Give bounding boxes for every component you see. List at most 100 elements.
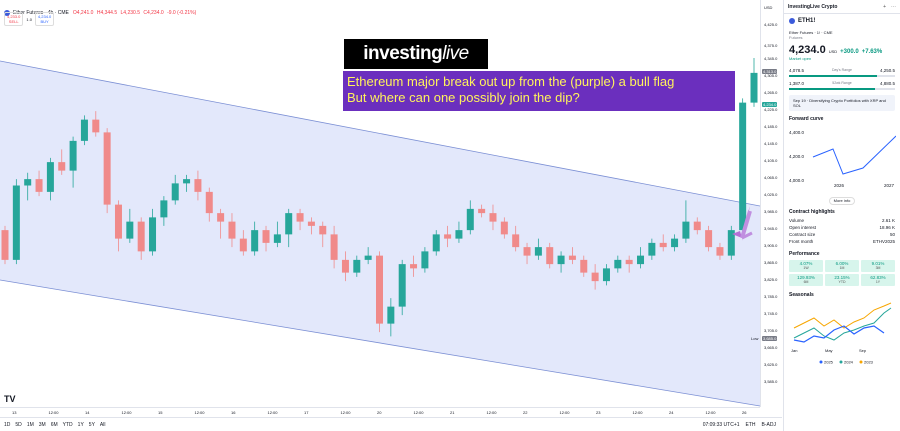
range-all[interactable]: All [99, 421, 106, 428]
range-1d[interactable]: 1D [4, 421, 11, 428]
legend-dot [819, 360, 823, 364]
sell-button[interactable]: 4,233.0 SELL [4, 12, 24, 26]
candle-body [217, 213, 225, 222]
candle-body [523, 247, 531, 256]
time-tick: 12:00 [486, 410, 497, 415]
range-5d[interactable]: 5D [15, 421, 22, 428]
ohlc-values: O4,241.0 H4,344.5 L4,230.5 C4,234.0 -9.0… [73, 10, 198, 16]
watchlist-title[interactable]: InvestingLive Crypto [788, 3, 838, 10]
buy-button[interactable]: 4,234.0 BUY [34, 12, 55, 26]
days-range-fill [789, 75, 877, 77]
price-tick: 4,425.0 [764, 22, 778, 27]
candle-body [432, 234, 440, 252]
week52-high: 4,880.5 [879, 81, 895, 86]
more-info-button[interactable]: More info [829, 197, 855, 205]
news-item[interactable]: Sep 19 · Diversifying Crypto Portfolios … [789, 95, 895, 111]
candle-body [580, 259, 588, 273]
candle-body [69, 140, 77, 171]
performance-period: 6M [803, 280, 809, 284]
sell-price: 4,233.0 [7, 14, 21, 19]
days-range: 4,078.5 Day's Range 4,250.5 [789, 67, 895, 77]
adjust-toggle[interactable]: B-ADJ [761, 421, 776, 428]
candle-body [80, 119, 88, 141]
forward-curve-chart: 4,400.0 4,200.0 4,000.0 2026 2027 [789, 130, 897, 188]
performance-title: Performance [789, 251, 820, 257]
ticker-row[interactable]: ETH1! [789, 18, 895, 24]
candle-body [228, 221, 236, 239]
range-3m[interactable]: 3M [38, 421, 46, 428]
contract-row: Volume 2.61 K [789, 217, 895, 224]
candle-body [591, 272, 599, 282]
tradingview-logo: TV [4, 394, 16, 404]
range-6m[interactable]: 6M [50, 421, 58, 428]
performance-value: 23.15% [834, 275, 850, 280]
performance-value: 129.93% [797, 275, 815, 280]
candle-body [625, 259, 633, 265]
buy-price: 4,234.0 [37, 14, 52, 19]
candle-body [546, 247, 554, 265]
candle-body [273, 234, 281, 243]
candle-body [251, 230, 259, 252]
price-tick: 3,665.0 [764, 345, 778, 350]
symbol-title: Ether Futures · 4h · CME [13, 10, 69, 16]
price-tick: 3,585.0 [764, 379, 778, 384]
price-tick: 4,185.0 [764, 124, 778, 129]
candle-body [35, 179, 43, 192]
seasonals-chart: Jan May Sep 2025 2024 2023 [791, 302, 892, 365]
low-value: L4,230.5 [120, 10, 140, 16]
price-tick: 4,265.0 [764, 90, 778, 95]
candle-body [444, 234, 452, 239]
price-tick: 3,705.0 [764, 328, 778, 333]
headline-line-1: Ethereum major break out up from the (pu… [347, 74, 675, 89]
candle-body [500, 221, 508, 235]
performance-cell[interactable]: 129.93% 6M [789, 274, 823, 286]
bottom-symbol[interactable]: ETH [745, 421, 756, 428]
performance-cell[interactable]: 62.83% 1Y [861, 274, 895, 286]
exchange-label: Ether Futures · 1! · CME [789, 30, 833, 35]
candle-body [614, 259, 622, 269]
performance-cell[interactable]: 6.00% 1M [825, 260, 859, 272]
time-tick: 12:00 [267, 410, 278, 415]
time-tick: 12:00 [632, 410, 643, 415]
high-price-tag: 4,313.0 [762, 68, 778, 74]
candle-body [12, 185, 20, 260]
legend-dot [859, 360, 863, 364]
range-1y[interactable]: 1Y [77, 421, 84, 428]
performance-cell[interactable]: 4.07% 1W [789, 260, 823, 272]
open-value: O4,241.0 [72, 10, 94, 16]
category-label: Futures [789, 35, 803, 40]
time-axis[interactable]: 13 12:00 14 12:00 15 12:00 16 12:00 17 12:00 20 12:… [0, 407, 760, 417]
low-price-tag: 3,685.0 [762, 335, 778, 341]
contract-value: 2.61 K [881, 218, 895, 223]
candle-body [296, 213, 304, 222]
range-5y[interactable]: 5Y [88, 421, 95, 428]
performance-cell[interactable]: 9.01% 3M [861, 260, 895, 272]
time-tick: 22 [523, 410, 528, 415]
channel-upper-line [0, 60, 760, 207]
candle-body [194, 179, 202, 192]
contract-label: Volume [789, 218, 805, 223]
price-tick: 3,625.0 [764, 362, 778, 367]
channel-lower-line [0, 279, 760, 407]
add-symbol-icon[interactable]: + [883, 3, 886, 10]
performance-cell[interactable]: 23.15% YTD [825, 274, 859, 286]
investinglive-logo: investing live [344, 39, 488, 69]
candle-body [262, 230, 270, 243]
range-ytd[interactable]: YTD [62, 421, 73, 428]
axis-currency: USD [764, 5, 773, 10]
price-axis[interactable]: USD 4,425.0 4,375.0 4,345.0 4,305.0 4,265.0 4… [760, 0, 782, 407]
logo-text-italic: live [442, 43, 469, 64]
channel-fill [0, 61, 760, 406]
symbol-info[interactable]: Ether Futures · 4h · CME [4, 10, 69, 16]
price-chart[interactable]: TV [0, 26, 760, 407]
price-tick: 3,945.0 [764, 226, 778, 231]
price-tick: 4,375.0 [764, 43, 778, 49]
ethereum-coin-icon [4, 10, 10, 16]
spread-value: 1.0 [26, 16, 32, 22]
high-value: H4,344.5 [96, 10, 118, 16]
more-options-icon[interactable]: ⋯ [891, 3, 896, 10]
range-1m[interactable]: 1M [26, 421, 34, 428]
candle-body [387, 306, 395, 324]
time-tick: 12:00 [559, 410, 570, 415]
time-tick: 23 [596, 410, 601, 415]
